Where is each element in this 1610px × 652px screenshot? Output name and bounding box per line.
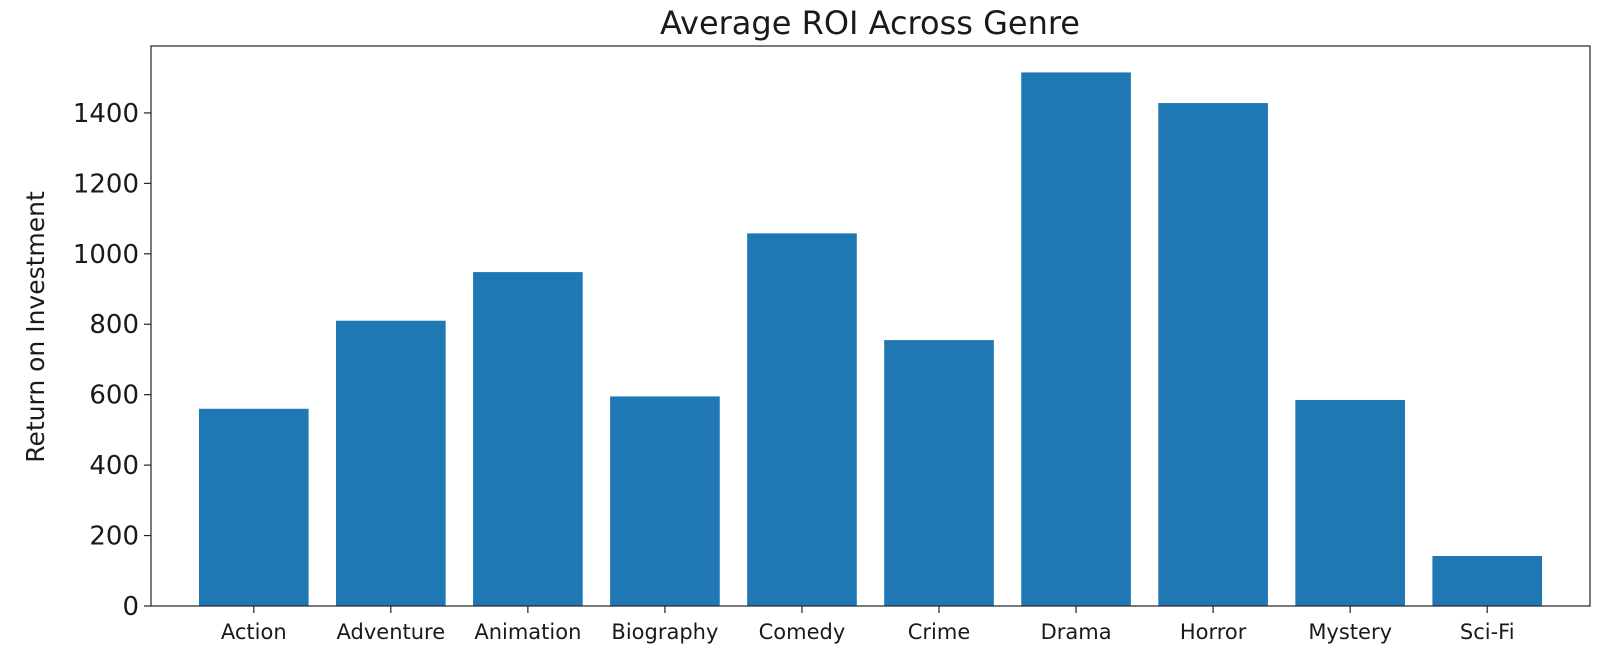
y-tick-label: 600 bbox=[89, 381, 139, 411]
y-axis-label: Return on Investment bbox=[21, 191, 50, 463]
bar-comedy bbox=[747, 233, 857, 606]
bar-animation bbox=[473, 272, 583, 606]
y-tick-label: 200 bbox=[89, 522, 139, 552]
y-tick-label: 1000 bbox=[73, 240, 139, 270]
bar-crime bbox=[884, 340, 994, 606]
y-tick-label: 0 bbox=[122, 592, 139, 622]
x-tick-label: Crime bbox=[908, 620, 971, 644]
x-tick-label: Adventure bbox=[337, 620, 446, 644]
y-tick-label: 1200 bbox=[73, 169, 139, 199]
x-tick-label: Mystery bbox=[1308, 620, 1392, 644]
x-axis-ticks: Action Adventure Animation Biography Comedy C… bbox=[221, 606, 1515, 644]
x-tick-label: Biography bbox=[611, 620, 718, 644]
x-tick-label: Comedy bbox=[759, 620, 846, 644]
bar-action bbox=[198, 408, 309, 606]
bar-sci-fi bbox=[1432, 555, 1543, 606]
bar-biography bbox=[610, 396, 720, 606]
y-tick-label: 1400 bbox=[73, 99, 139, 129]
chart-title: Average ROI Across Genre bbox=[660, 4, 1080, 42]
bar-adventure bbox=[336, 320, 446, 606]
y-axis-ticks: 0 200 400 600 800 1000 1200 1400 bbox=[73, 99, 151, 622]
x-tick-label: Animation bbox=[474, 620, 581, 644]
x-tick-label: Horror bbox=[1180, 620, 1247, 644]
y-tick-label: 800 bbox=[89, 310, 139, 340]
bar-drama bbox=[1021, 72, 1131, 607]
x-tick-label: Drama bbox=[1041, 620, 1112, 644]
x-tick-label: Sci-Fi bbox=[1460, 620, 1515, 644]
bar-mystery bbox=[1295, 399, 1405, 606]
bars-group bbox=[198, 72, 1543, 607]
x-tick-label: Action bbox=[221, 620, 287, 644]
plot-area-frame bbox=[150, 45, 1591, 607]
y-tick-label: 400 bbox=[89, 451, 139, 481]
bar-horror bbox=[1158, 103, 1268, 606]
